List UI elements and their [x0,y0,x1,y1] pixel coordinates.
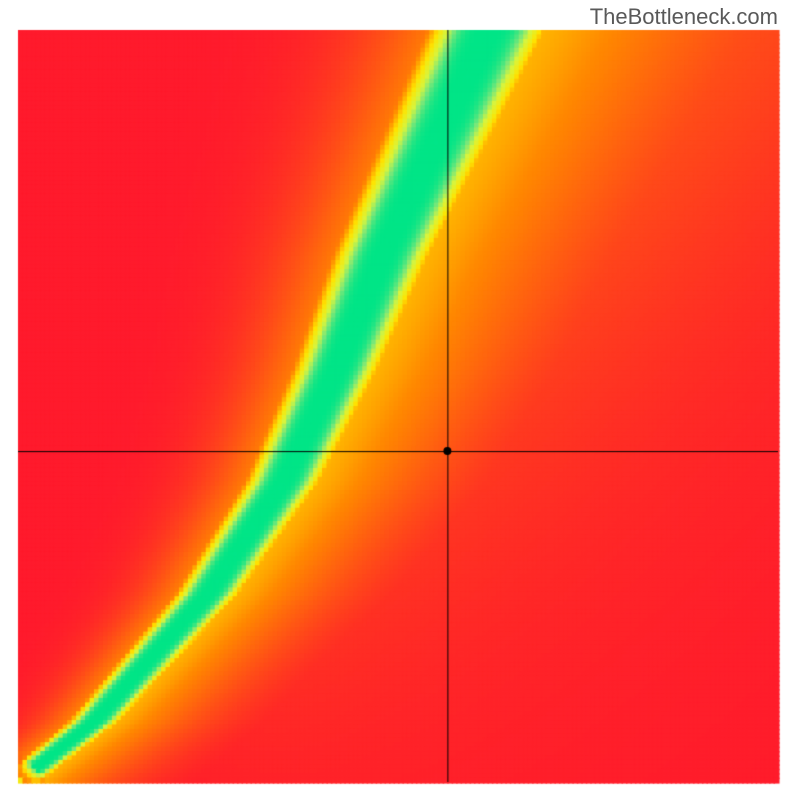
bottleneck-heatmap [0,0,800,800]
watermark-text: TheBottleneck.com [590,4,778,30]
